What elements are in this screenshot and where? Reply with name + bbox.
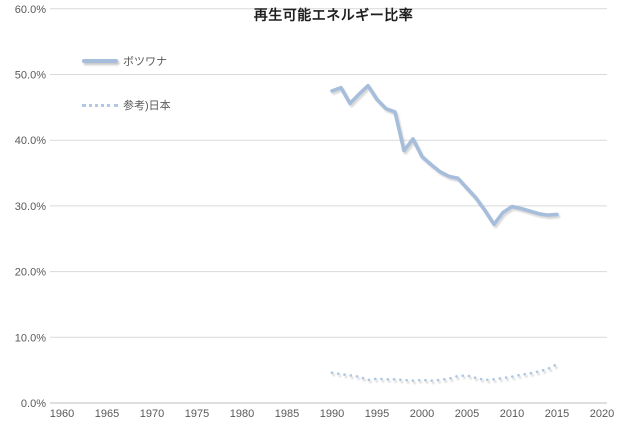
x-tick-label: 1985: [275, 408, 299, 420]
legend-item-japan: 参考)日本: [82, 98, 171, 112]
x-tick-label: 2020: [590, 408, 614, 420]
series-line-botswana: [330, 83, 559, 227]
x-tick-label: 1970: [140, 408, 164, 420]
x-tick-label: 1975: [185, 408, 209, 420]
y-tick-label: 0.0%: [21, 398, 46, 410]
chart-title: 再生可能エネルギー比率: [253, 7, 414, 23]
x-tick-label: 2015: [545, 408, 569, 420]
x-tick-label: 2000: [410, 408, 434, 420]
legend-item-botswana: ボツワナ: [82, 54, 167, 68]
y-tick-label: 10.0%: [15, 332, 46, 344]
legend-swatch-dotted-line-icon: [82, 103, 118, 107]
x-tick-label: 1980: [230, 408, 254, 420]
legend-label-japan: 参考)日本: [123, 100, 171, 112]
y-tick-label: 60.0%: [15, 4, 46, 16]
x-tick-label: 1960: [50, 408, 74, 420]
series-shadow: [332, 365, 560, 385]
x-tick-label: 2010: [500, 408, 524, 420]
y-tick-label: 50.0%: [15, 70, 46, 82]
legend-label-botswana: ボツワナ: [123, 56, 167, 68]
y-tick-label: 40.0%: [15, 135, 46, 147]
x-tick-label: 1995: [365, 408, 389, 420]
series-line-japan: [330, 362, 559, 383]
legend-swatch-solid-line-icon: [82, 59, 118, 63]
x-tick-label: 1965: [95, 408, 119, 420]
y-tick-label: 30.0%: [15, 201, 46, 213]
x-tick-label: 2005: [455, 408, 479, 420]
y-tick-label: 20.0%: [15, 267, 46, 279]
x-tick-label: 1990: [320, 408, 344, 420]
